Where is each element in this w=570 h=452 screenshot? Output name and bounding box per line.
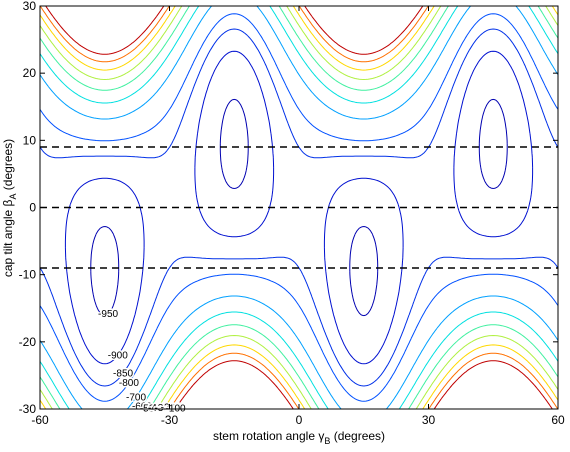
- y-tick-label: -10: [19, 268, 37, 282]
- y-label-text: cap tilt angle β: [1, 199, 15, 277]
- contour-label: -850: [113, 368, 133, 379]
- contour-label: -800: [119, 378, 139, 389]
- x-tick-label: -30: [161, 413, 179, 427]
- contour-line: [45, 5, 553, 410]
- x-label-rest: (degrees): [330, 429, 385, 443]
- y-label-rest: (degrees): [1, 139, 15, 194]
- contour-label: -300: [154, 403, 174, 414]
- contours: [39, 5, 559, 410]
- contour-label: -600: [132, 401, 152, 412]
- contour-label: -700: [126, 392, 146, 403]
- contour-line: [64, 50, 534, 365]
- contour-line: [39, 13, 559, 402]
- x-axis-label: stem rotation angle γB (degrees): [213, 429, 385, 446]
- y-tick-label: 0: [29, 201, 36, 215]
- y-tick-label: 10: [23, 133, 37, 147]
- y-tick-label: 30: [23, 0, 37, 13]
- x-tick-label: 60: [551, 413, 565, 427]
- contour-line: [39, 5, 559, 410]
- y-tick-label: 20: [23, 66, 37, 80]
- contour-label: -950: [98, 309, 118, 320]
- contour-label: -900: [108, 350, 128, 361]
- contour-line: [39, 5, 559, 410]
- y-label-sub: A: [8, 194, 18, 200]
- x-tick-label: 30: [422, 413, 436, 427]
- x-tick-label: 0: [296, 413, 303, 427]
- contour-line: [39, 5, 559, 410]
- contour-label: -400: [148, 403, 168, 414]
- x-label-sub: B: [324, 436, 330, 446]
- y-tick-label: -20: [19, 335, 37, 349]
- x-label-text: stem rotation angle γ: [213, 429, 324, 443]
- contour-label: -200: [161, 403, 181, 414]
- contour-line: [39, 28, 559, 387]
- y-axis-label: cap tilt angle βA (degrees): [1, 139, 18, 277]
- y-tick-label: -30: [19, 402, 37, 416]
- contour-line: [39, 5, 559, 410]
- x-tick-label: -60: [31, 413, 49, 427]
- contour-line: [90, 98, 508, 317]
- contour-line: [39, 5, 559, 410]
- contour-line: [39, 5, 559, 410]
